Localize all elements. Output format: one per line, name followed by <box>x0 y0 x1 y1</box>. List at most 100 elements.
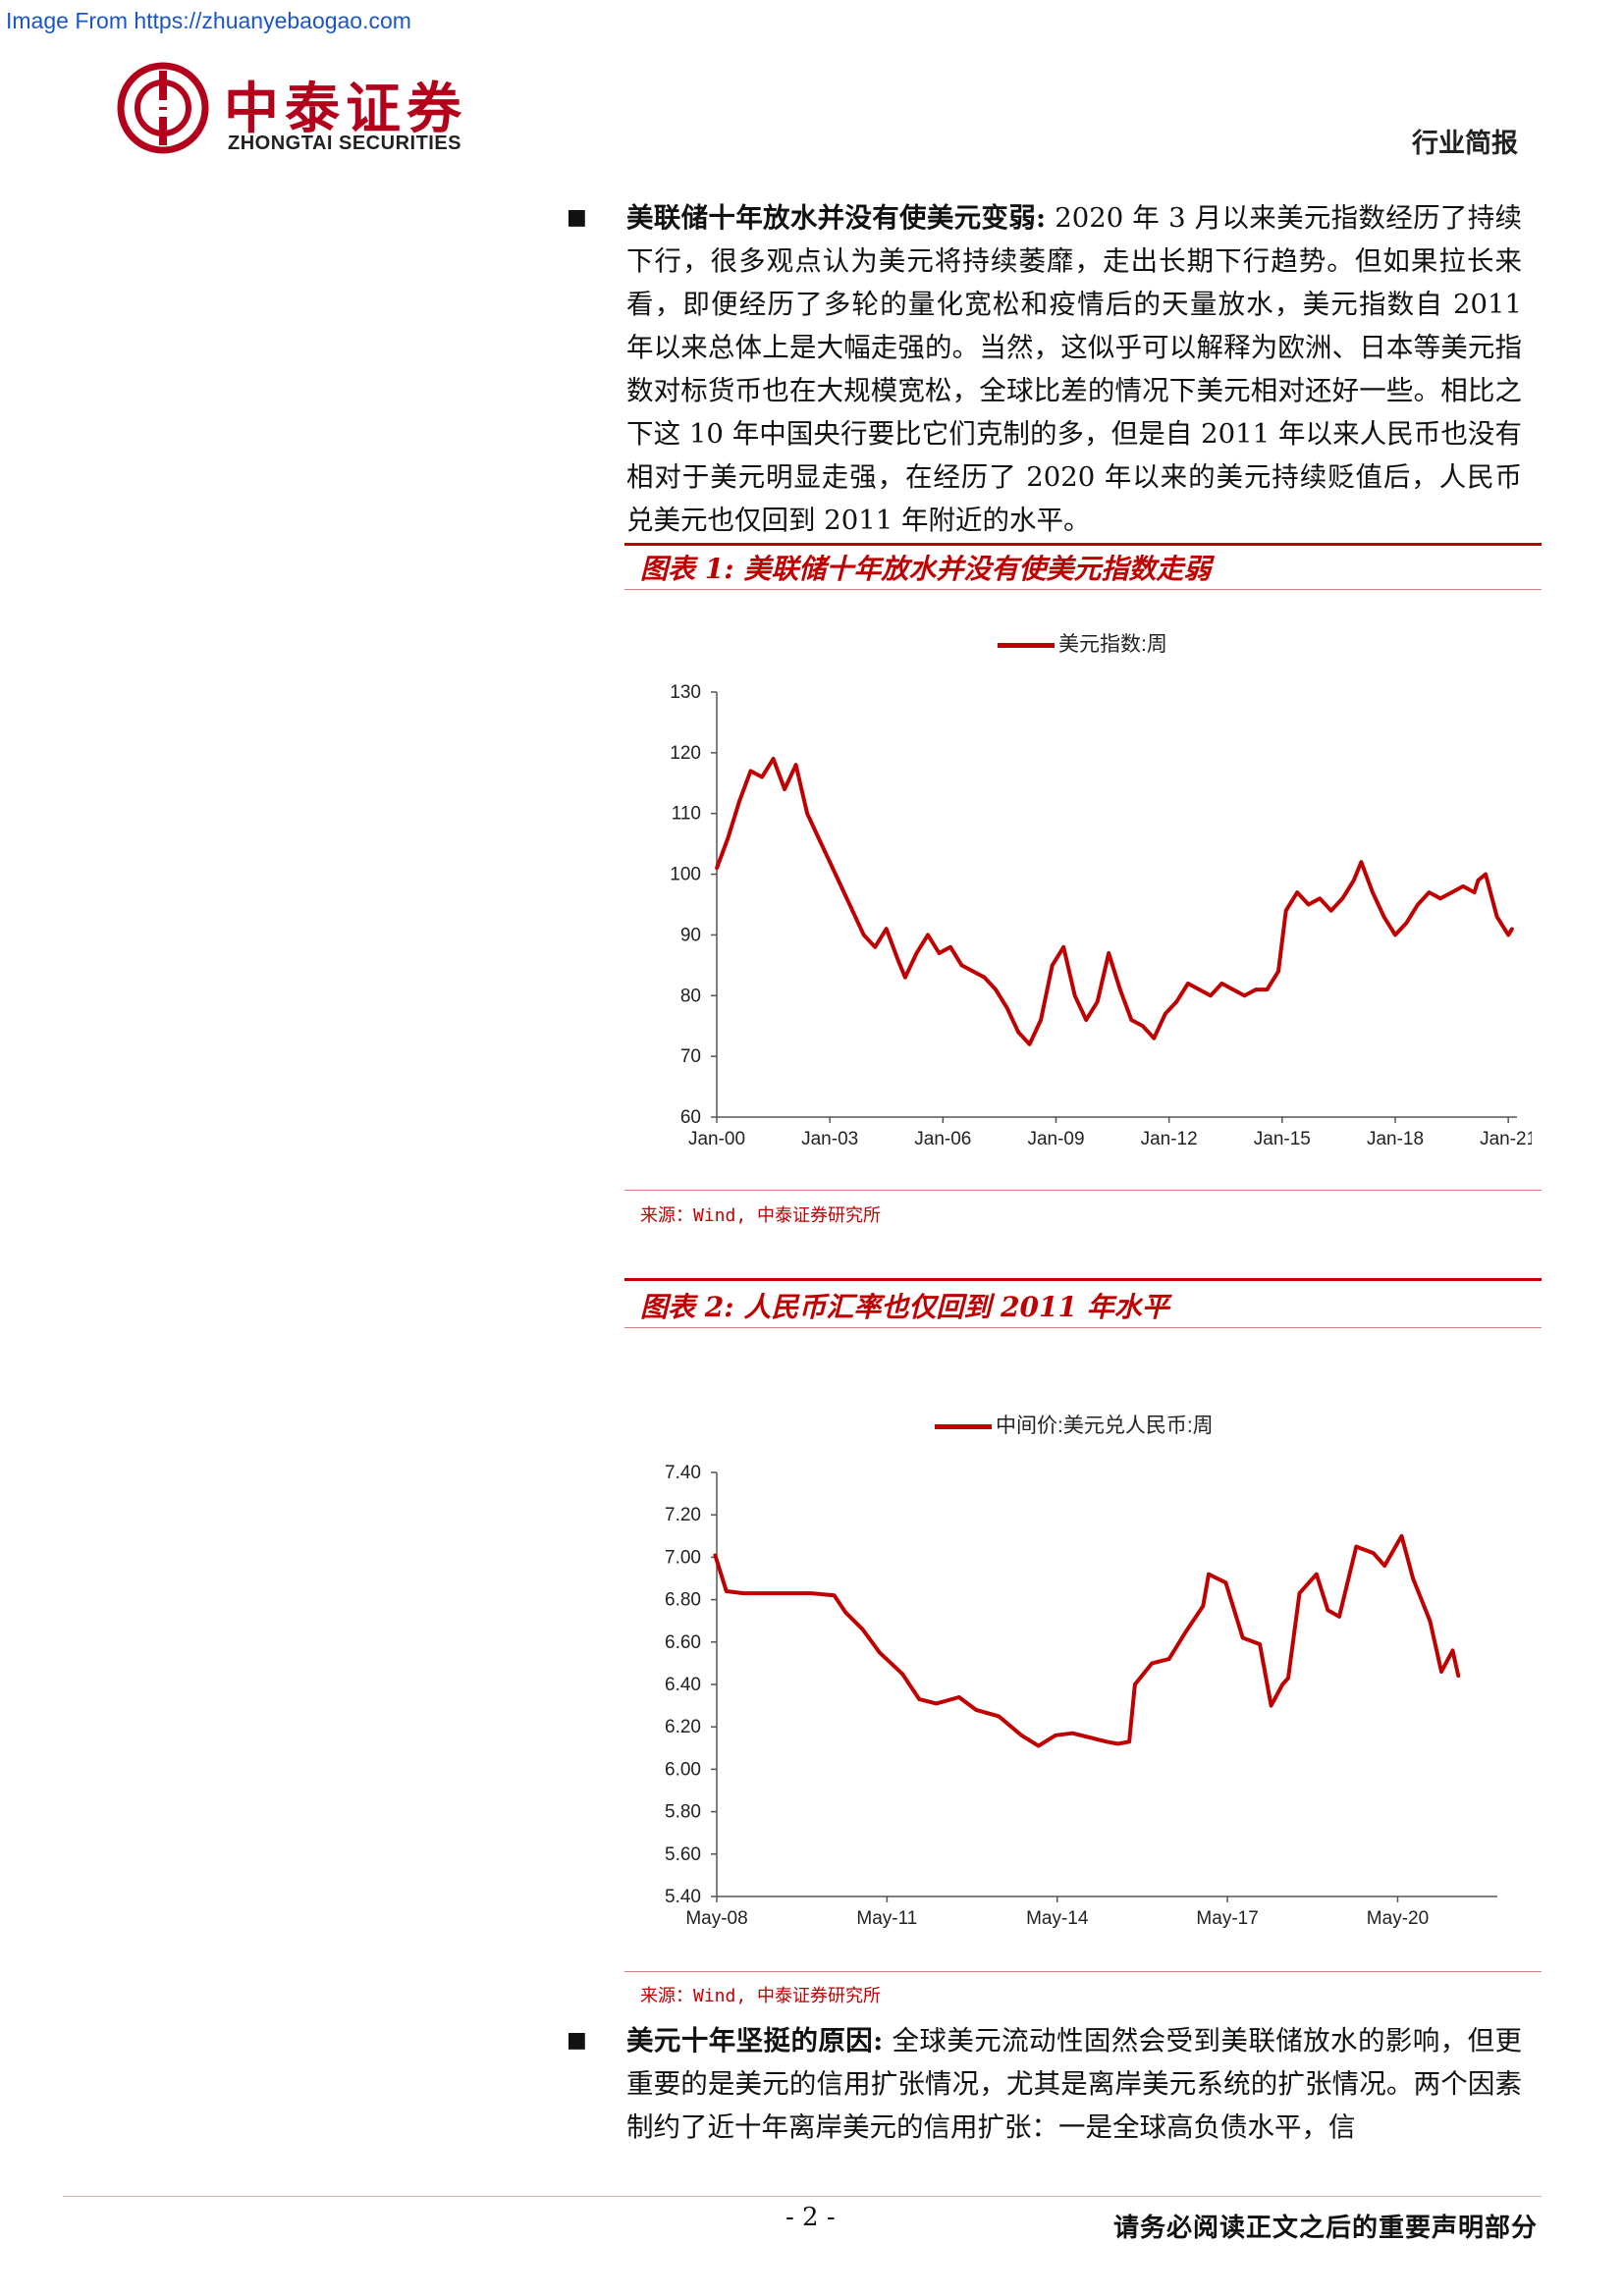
bullet-icon: ■ <box>567 205 587 230</box>
data-point <box>878 1650 882 1655</box>
figure2-title: 图表 2: 人民币汇率也仅回到 2011 年水平 <box>640 1291 1169 1323</box>
data-point <box>1027 1041 1032 1046</box>
data-point <box>903 975 907 980</box>
data-point <box>1152 1036 1157 1041</box>
data-point <box>1359 860 1364 864</box>
paragraph-lead: 美元十年坚挺的原因: <box>626 2025 884 2056</box>
data-point <box>895 957 900 961</box>
data-point <box>1254 988 1258 991</box>
data-point <box>1315 1572 1319 1576</box>
data-point <box>748 769 753 774</box>
data-point <box>843 1610 847 1615</box>
data-point <box>1201 1604 1206 1608</box>
x-tick-label: Jan-21 <box>1480 1129 1532 1149</box>
data-point <box>1337 1615 1341 1619</box>
data-point <box>1072 993 1077 998</box>
data-point <box>1150 1661 1155 1666</box>
figure2-source: 来源：Wind, 中泰证券研究所 <box>640 1986 882 2006</box>
figure1-top-rule <box>624 543 1542 546</box>
x-tick-label: May-08 <box>685 1908 747 1929</box>
data-point <box>741 1591 745 1595</box>
watermark-link[interactable]: Image From https://zhuanyebaogao.com <box>6 8 411 33</box>
y-tick-label: 6.00 <box>665 1759 701 1780</box>
data-point <box>1439 1670 1443 1674</box>
data-point <box>1416 902 1420 907</box>
data-point <box>715 866 719 871</box>
data-point <box>934 1701 939 1706</box>
data-point <box>771 757 776 761</box>
data-point <box>873 945 878 949</box>
figure1-legend: 美元指数:周 <box>998 628 1167 658</box>
y-tick-label: 6.40 <box>665 1675 701 1695</box>
data-point <box>861 933 866 937</box>
data-point <box>1117 988 1122 991</box>
figure2-source-rule <box>624 1971 1542 1972</box>
legend-label: 中间价:美元兑人民币:周 <box>996 1415 1214 1437</box>
data-point <box>1039 1018 1043 1022</box>
paragraph-lead: 美联储十年放水并没有使美元变弱: <box>626 202 1047 234</box>
data-point <box>1223 1580 1228 1585</box>
y-tick-label: 60 <box>680 1107 701 1128</box>
data-point <box>1382 1564 1386 1568</box>
data-point <box>1428 1619 1433 1623</box>
data-point <box>1484 872 1488 877</box>
data-point <box>1129 1018 1134 1022</box>
x-tick-label: May-11 <box>856 1908 917 1929</box>
y-tick-label: 110 <box>672 804 701 825</box>
y-tick-label: 6.20 <box>665 1717 701 1737</box>
y-tick-label: 7.20 <box>665 1505 701 1525</box>
data-point <box>1265 988 1270 991</box>
data-point <box>1411 1576 1415 1580</box>
data-point <box>1054 1734 1057 1737</box>
data-point <box>1127 1739 1131 1744</box>
data-point <box>713 1553 718 1558</box>
logo-text-en: ZHONGTAI SECURITIES <box>228 133 462 154</box>
data-point <box>1095 999 1100 1004</box>
data-point <box>926 933 930 937</box>
data-point <box>1438 896 1442 901</box>
data-point <box>1087 1735 1092 1739</box>
data-point <box>1450 1648 1455 1653</box>
data-point <box>1140 1024 1145 1029</box>
x-tick-label: May-20 <box>1367 1908 1429 1929</box>
data-point <box>1174 999 1179 1004</box>
data-point <box>1207 1572 1211 1576</box>
data-point <box>971 969 975 974</box>
legend-swatch <box>998 642 1055 648</box>
data-point <box>1105 1739 1109 1744</box>
data-point <box>726 835 731 840</box>
usdcny-chart: 5.40 5.60 5.80 6.00 6.20 6.40 6.60 6.80 7.00 7.20… <box>665 1463 1497 1929</box>
figure2-legend: 中间价:美元兑人民币:周 <box>935 1410 1214 1439</box>
data-point <box>1456 1674 1461 1679</box>
data-point <box>1399 1534 1404 1538</box>
data-point <box>1449 890 1454 894</box>
data-point <box>1354 1544 1359 1549</box>
data-point <box>1084 1018 1089 1022</box>
y-tick-label: 100 <box>670 865 701 885</box>
data-point <box>1328 908 1333 913</box>
figure1-title-rule <box>624 589 1542 590</box>
data-point <box>1070 1731 1075 1735</box>
usdcny-series-line <box>713 1533 1461 1748</box>
data-point <box>1351 878 1356 882</box>
y-tick-label: 90 <box>680 925 701 945</box>
data-point <box>783 787 786 791</box>
data-point <box>997 1714 1001 1719</box>
data-point <box>1280 1682 1284 1686</box>
y-tick-label: 5.80 <box>665 1802 701 1823</box>
paragraph-text: 全球美元流动性固然会受到美联储放水的影响，但更重要的是美元的信用扩张情况，尤其是… <box>626 2025 1522 2143</box>
data-point <box>948 945 952 949</box>
data-point <box>1164 1012 1167 1016</box>
data-point <box>1231 988 1235 991</box>
bullet-icon: ■ <box>567 2028 587 2053</box>
footer-rule <box>63 2196 1542 2197</box>
data-point <box>1371 890 1375 894</box>
data-point <box>1115 1741 1120 1746</box>
y-tick-label: 6.80 <box>665 1590 701 1611</box>
x-tick-label: Jan-00 <box>688 1129 745 1149</box>
y-tick-label: 5.40 <box>665 1887 701 1907</box>
data-point <box>860 1628 865 1631</box>
usd-index-chart: 60 70 80 90 100 110 120 130 Jan-00 Jan-03 Jan-06 J… <box>670 682 1532 1149</box>
data-point <box>786 1591 791 1595</box>
data-point <box>1184 1629 1188 1633</box>
